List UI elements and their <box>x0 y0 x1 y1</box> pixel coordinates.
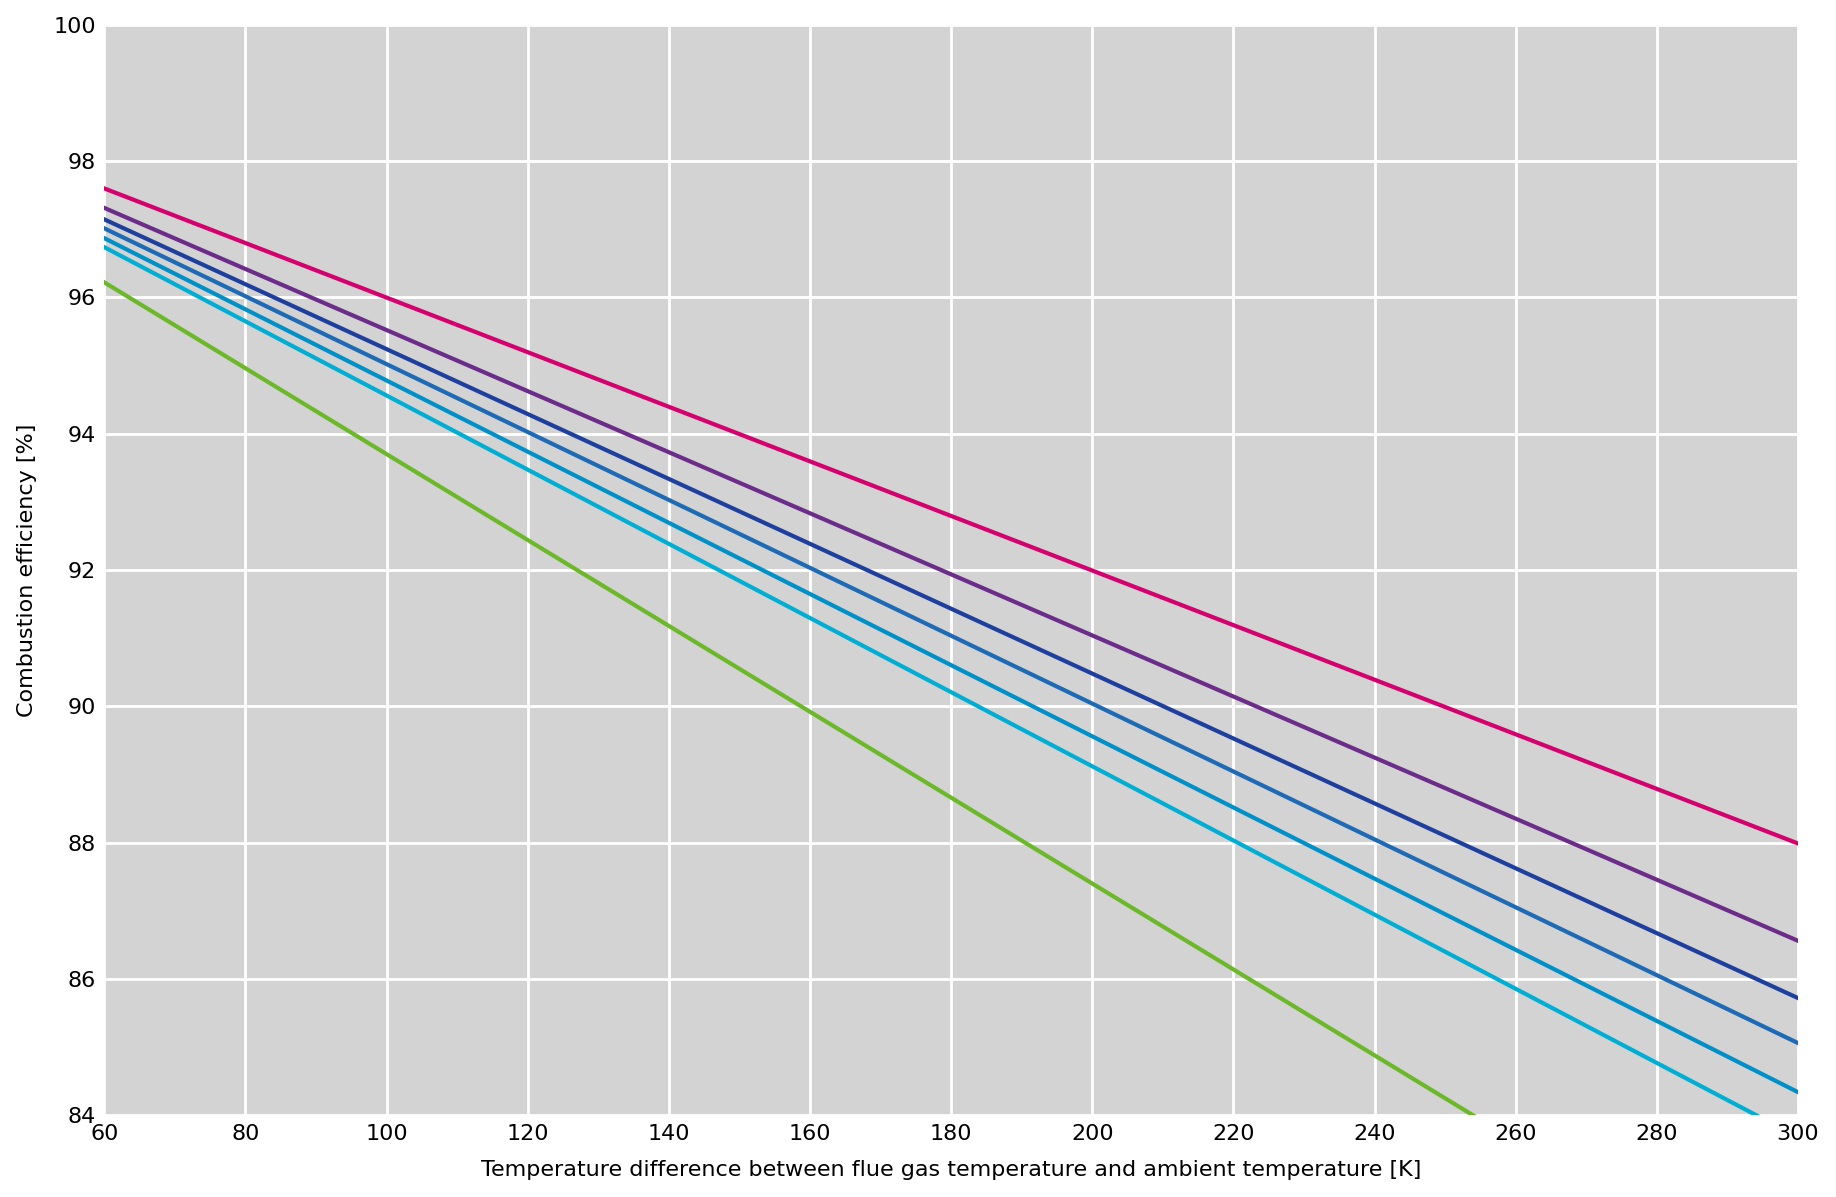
X-axis label: Temperature difference between flue gas temperature and ambient temperature [K]: Temperature difference between flue gas … <box>481 1160 1421 1180</box>
Y-axis label: Combustion efficiency [%]: Combustion efficiency [%] <box>17 424 37 717</box>
